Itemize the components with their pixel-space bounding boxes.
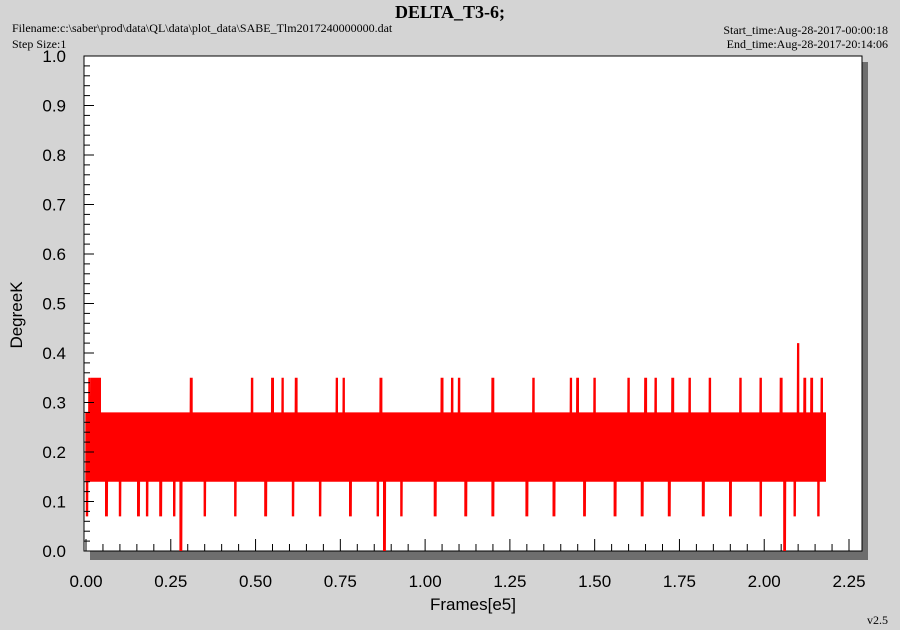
start-time-label: Start_time:Aug-28-2017-00:00:18 [723,23,888,37]
y-tick-label: 0.3 [42,394,66,413]
step-size-label: Step Size:1 [12,37,67,51]
version-label: v2.5 [867,613,888,627]
series-group [85,343,826,552]
y-tick-label: 0.1 [42,493,66,512]
end-time-label: End_time:Aug-28-2017-20:14:06 [726,37,888,51]
y-tick-label: 0.2 [42,443,66,462]
filename-label: Filename:c:\saber\prod\data\QL\data\plot… [12,21,393,35]
y-tick-label: 0.4 [42,344,66,363]
y-tick-label: 0.5 [42,295,66,314]
axes-group: 0.0 0.1 0.2 0.3 0.4 0.5 0.6 0.7 0.8 0.9 1.0 0.00 0.2… [42,47,865,591]
chart-title: DELTA_T3-6; [394,2,506,22]
x-axis-label: Frames[e5] [430,595,516,614]
y-tick-label: 0.8 [42,146,66,165]
x-tick-label: 0.75 [324,572,357,591]
x-tick-label: 1.75 [663,572,696,591]
y-tick-label: 0.9 [42,97,66,116]
x-tick-label: 1.25 [493,572,526,591]
series-line [85,343,826,552]
y-tick-label: 0.7 [42,196,66,215]
y-tick-label: 0.0 [42,542,66,561]
y-tick-label: 0.6 [42,245,66,264]
x-tick-label: 0.25 [154,572,187,591]
y-axis-label: DegreeK [7,281,26,349]
x-tick-label: 1.00 [409,572,442,591]
x-tick-label: 0.00 [69,572,102,591]
x-tick-label: 1.50 [578,572,611,591]
x-tick-label: 2.00 [748,572,781,591]
y-tick-label: 1.0 [42,47,66,66]
x-tick-label: 2.25 [832,572,865,591]
x-tick-label: 0.50 [239,572,272,591]
